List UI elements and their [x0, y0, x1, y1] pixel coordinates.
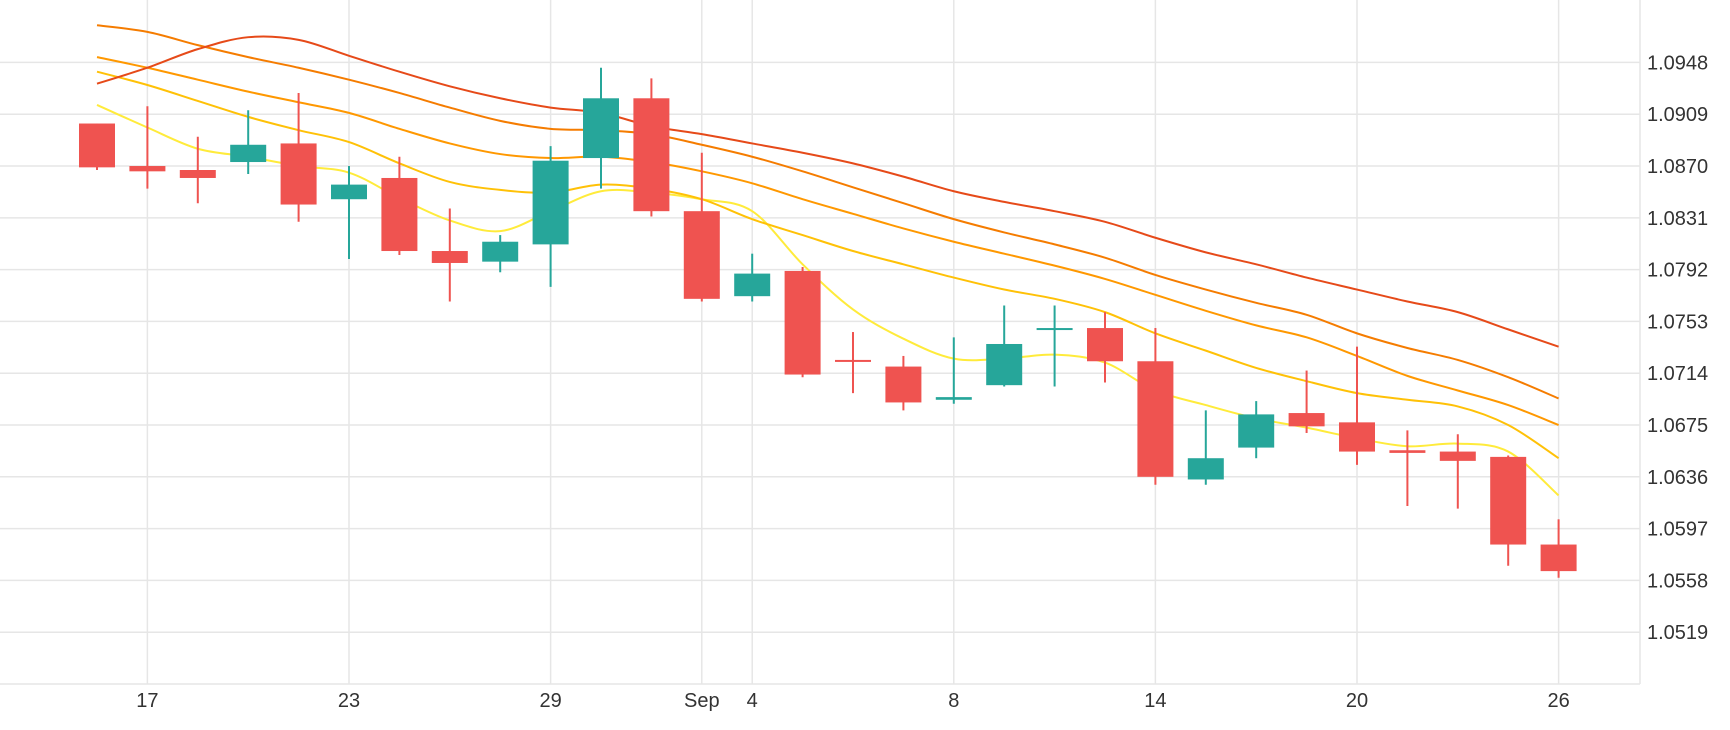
- candle-body: [532, 160, 569, 245]
- candle-body: [583, 98, 619, 159]
- candle-body: [179, 170, 216, 178]
- candle-body: [482, 241, 519, 262]
- moving-average-lines: [96, 24, 1560, 497]
- y-tick-label: 1.0636: [1647, 467, 1708, 489]
- x-tick-label: 20: [1346, 690, 1368, 712]
- candle-body: [79, 123, 115, 168]
- candles: [79, 67, 1577, 578]
- candle-body: [431, 251, 468, 263]
- candle: [482, 235, 519, 273]
- candle-body: [1439, 451, 1476, 461]
- candle: [381, 156, 418, 256]
- candle: [784, 266, 821, 378]
- candle-body: [1288, 413, 1325, 427]
- candle: [532, 146, 569, 287]
- candle: [633, 78, 670, 217]
- y-axis-labels: 1.0948 1.0909 1.0870 1.0831 1.0792 1.0753 1.07…: [1647, 52, 1708, 644]
- candle-body: [1087, 328, 1123, 362]
- candle: [230, 110, 267, 174]
- candle: [331, 166, 367, 259]
- candle: [431, 208, 468, 302]
- y-tick-label: 1.0792: [1647, 260, 1708, 282]
- candle: [986, 305, 1023, 387]
- candle: [1288, 370, 1325, 433]
- ma-line-4: [96, 24, 1559, 400]
- candle: [835, 332, 871, 394]
- candle: [1490, 455, 1527, 566]
- y-tick-label: 1.0948: [1647, 52, 1708, 74]
- candle: [1036, 305, 1073, 387]
- candle-body: [1490, 456, 1527, 545]
- candle-body: [935, 397, 972, 400]
- ma-line-3: [96, 56, 1559, 426]
- candle-body: [734, 273, 771, 297]
- candle-body: [835, 359, 871, 362]
- y-tick-label: 1.0753: [1647, 311, 1708, 333]
- candle-body: [885, 366, 922, 403]
- candle: [1389, 430, 1426, 507]
- x-tick-label: 14: [1144, 690, 1166, 712]
- candle-body: [280, 143, 317, 205]
- y-tick-label: 1.0831: [1647, 208, 1708, 230]
- candle-body: [1137, 361, 1174, 477]
- candle-body: [784, 270, 821, 375]
- candle: [683, 152, 720, 302]
- x-tick-label: 29: [539, 690, 561, 712]
- x-tick-label: 23: [338, 690, 360, 712]
- y-tick-label: 1.0909: [1647, 104, 1708, 126]
- candle: [179, 136, 216, 204]
- candle: [583, 67, 619, 189]
- ma-line-2: [96, 70, 1560, 460]
- candle: [280, 92, 317, 222]
- candle-body: [1187, 458, 1224, 480]
- candle-body: [230, 144, 267, 163]
- y-tick-label: 1.0558: [1647, 570, 1708, 592]
- candle: [129, 106, 166, 189]
- x-tick-label: 26: [1547, 690, 1569, 712]
- candle-body: [1339, 422, 1375, 452]
- candle: [1087, 312, 1123, 383]
- candle-body: [986, 343, 1023, 386]
- ma-line-5: [96, 35, 1559, 348]
- candle-body: [1238, 414, 1275, 448]
- ma-line-1: [96, 104, 1560, 497]
- candle: [79, 123, 115, 171]
- y-tick-label: 1.0519: [1647, 622, 1708, 644]
- candle-body: [1036, 328, 1073, 331]
- x-tick-label: 4: [747, 690, 758, 712]
- x-axis-labels: 17 23 29 Sep 4 8 14 20 26: [136, 690, 1569, 712]
- x-tick-label: 8: [948, 690, 959, 712]
- candle: [1137, 328, 1174, 485]
- candle: [1339, 346, 1375, 465]
- x-tick-label: 17: [136, 690, 158, 712]
- y-tick-label: 1.0714: [1647, 363, 1708, 385]
- candle: [1187, 410, 1224, 485]
- candle: [1238, 401, 1275, 459]
- candle: [734, 253, 771, 302]
- candle: [935, 337, 972, 404]
- candle-body: [331, 184, 367, 200]
- candle: [1540, 519, 1577, 578]
- candle-body: [129, 166, 166, 172]
- candle-body: [633, 98, 670, 212]
- y-tick-label: 1.0675: [1647, 415, 1708, 437]
- candle-body: [1540, 544, 1577, 572]
- candle: [885, 355, 922, 411]
- candle-body: [683, 211, 720, 299]
- candle: [1439, 434, 1476, 509]
- candle-body: [381, 177, 418, 252]
- x-tick-label: Sep: [684, 690, 720, 712]
- y-tick-label: 1.0870: [1647, 156, 1708, 178]
- y-tick-label: 1.0597: [1647, 519, 1708, 541]
- candle-body: [1389, 450, 1426, 453]
